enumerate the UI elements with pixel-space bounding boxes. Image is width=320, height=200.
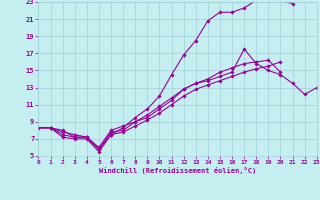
X-axis label: Windchill (Refroidissement éolien,°C): Windchill (Refroidissement éolien,°C) (99, 167, 256, 174)
